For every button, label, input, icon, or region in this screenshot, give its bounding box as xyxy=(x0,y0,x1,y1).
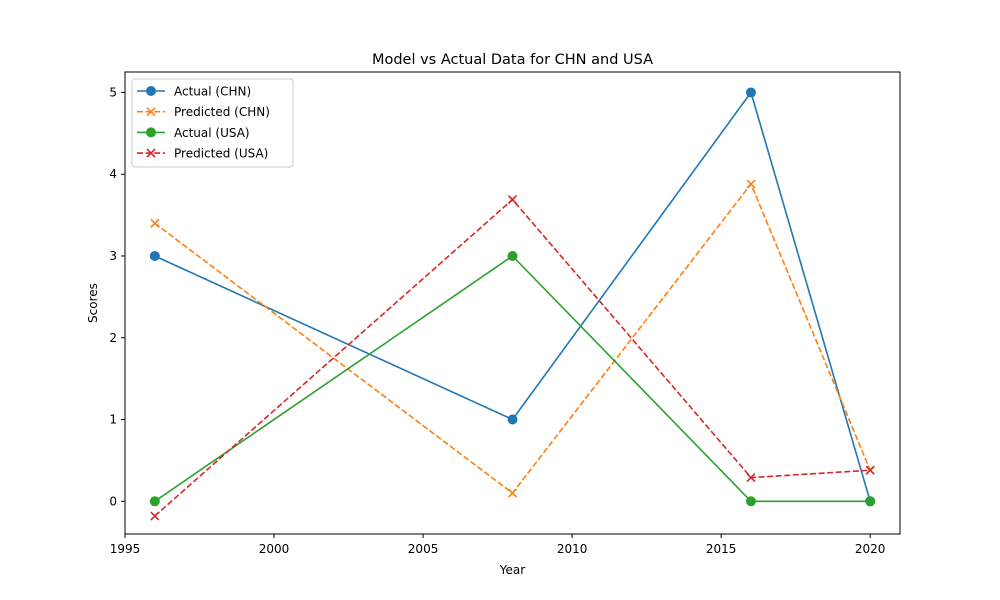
x-tick-label: 2020 xyxy=(855,542,886,556)
plot-area: 1995 2000 2005 2010 2015 2020 0 1 2 3 4 5 xyxy=(109,71,901,556)
y-tick-label: 2 xyxy=(109,331,117,345)
series-line-actual-usa xyxy=(154,254,871,503)
x-tick-label: 2015 xyxy=(706,542,737,556)
legend-marker-predicted-usa xyxy=(146,148,156,158)
data-point-actual-usa xyxy=(507,250,518,261)
axes-frame xyxy=(124,71,901,535)
data-point-predicted-chn xyxy=(746,179,756,189)
y-tick-label: 0 xyxy=(109,494,117,508)
data-point-actual-chn xyxy=(149,250,160,261)
data-point-predicted-usa-b xyxy=(746,473,756,483)
data-point-predicted-usa xyxy=(746,473,756,483)
x-tick-label: 1995 xyxy=(110,542,141,556)
y-axis-label: Scores xyxy=(86,283,100,323)
data-point-predicted-usa-b xyxy=(150,511,160,521)
chart-title: Model vs Actual Data for CHN and USA xyxy=(372,52,653,68)
data-point-actual-usa xyxy=(865,496,876,507)
x-axis-label: Year xyxy=(499,563,525,577)
data-point-predicted-usa-b xyxy=(507,194,518,205)
legend-label-actual-usa: Actual (USA) xyxy=(174,126,250,140)
data-point-actual-chn xyxy=(745,87,756,98)
legend-marker-predicted-chn-b xyxy=(146,107,156,117)
data-point-predicted-chn xyxy=(150,218,160,228)
legend-marker-actual-chn xyxy=(146,86,156,96)
data-point-predicted-usa-b xyxy=(865,465,875,475)
data-point-actual-usa xyxy=(745,496,756,507)
legend: Actual (CHN) Predicted (CHN) Actual (USA) P… xyxy=(131,78,294,168)
data-point-predicted-chn xyxy=(507,488,518,498)
legend-marker-predicted-usa-b xyxy=(146,148,156,158)
series-line-predicted-usa xyxy=(154,198,871,517)
x-tick-label: 2005 xyxy=(408,542,439,556)
x-tick-label: 2010 xyxy=(557,542,588,556)
legend-label-actual-chn: Actual (CHN) xyxy=(174,85,251,99)
legend-label-predicted-usa: Predicted (USA) xyxy=(174,147,268,161)
data-point-actual-chn xyxy=(507,414,518,425)
legend-marker-predicted-chn xyxy=(146,107,156,117)
series-line-predicted-chn xyxy=(154,182,871,495)
y-tick-label: 1 xyxy=(109,413,117,427)
y-tick-label: 3 xyxy=(109,249,117,263)
y-tick-label: 4 xyxy=(109,167,117,181)
data-point-predicted-usa xyxy=(150,511,160,521)
data-point-predicted-chn-b xyxy=(746,179,756,189)
series-line-actual-chn xyxy=(154,90,871,502)
legend-marker-actual-usa xyxy=(146,127,156,138)
data-point-predicted-usa xyxy=(507,194,518,205)
legend-label-predicted-chn: Predicted (CHN) xyxy=(174,105,270,119)
x-tick-label: 2000 xyxy=(259,542,290,556)
y-tick-label: 5 xyxy=(109,85,117,99)
legend-box xyxy=(131,78,294,168)
data-point-predicted-usa xyxy=(865,465,875,475)
data-point-predicted-chn-b xyxy=(507,488,518,498)
data-point-predicted-chn-b xyxy=(150,218,160,228)
data-point-actual-usa xyxy=(149,496,160,507)
